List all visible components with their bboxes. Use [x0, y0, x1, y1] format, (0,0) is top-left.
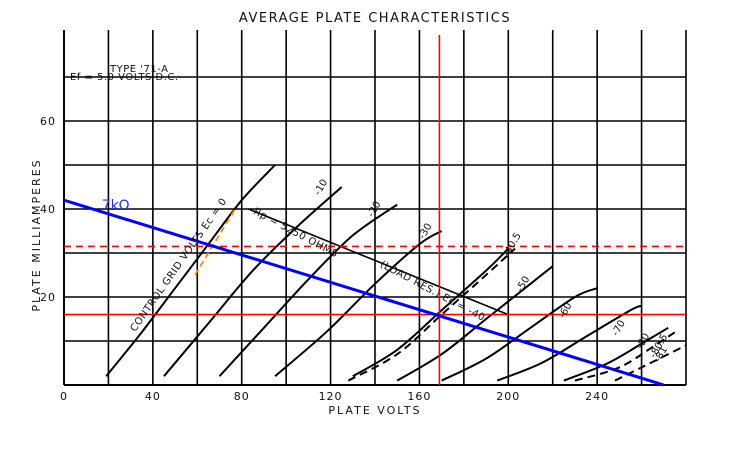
curve-value-label: -60	[557, 301, 575, 321]
chart-title: AVERAGE PLATE CHARACTERISTICS	[239, 11, 511, 26]
plate-curve-line	[396, 265, 554, 382]
x-tick-label: 120	[319, 390, 343, 403]
y-axis-label: PLATE MILLIAMPERES	[30, 158, 43, 311]
y-tick-label: 20	[40, 291, 56, 304]
grid-label-dashed-segment	[194, 208, 236, 276]
plate-curve-line	[347, 247, 516, 382]
x-tick-label: 0	[60, 390, 68, 403]
plate-curve-line	[274, 230, 443, 377]
plate-curve-line	[574, 331, 676, 382]
overlay-lines	[63, 35, 686, 387]
y-tick-label: 40	[40, 203, 56, 216]
plate-curve-line	[105, 164, 276, 377]
plate-curve-line	[352, 247, 509, 378]
y-tick-label: 60	[40, 115, 56, 128]
x-tick-label: 160	[407, 390, 431, 403]
rp-label: Rp = 5250 OHMS	[251, 206, 339, 260]
curve-value-label: -40.5	[501, 231, 523, 259]
x-tick-label: 240	[585, 390, 609, 403]
tube-type-label: TYPE '71-A	[109, 64, 168, 75]
plate-curve-line	[163, 186, 343, 377]
plate-curve-line	[563, 326, 669, 382]
tick-labels: 0 40 80 120 160 200 240 20 40 60	[40, 115, 609, 403]
plate-curve-line	[218, 203, 398, 377]
load-line-label: 7kΩ	[102, 198, 130, 214]
x-tick-label: 200	[496, 390, 520, 403]
x-tick-label: 80	[234, 390, 250, 403]
chart-labels: 7kΩ TYPE '71-AEf = 5.0 VOLTS D.C. CONTROL …	[66, 64, 670, 365]
plate-curve-line	[441, 287, 598, 382]
x-axis-label: PLATE VOLTS	[328, 404, 421, 417]
plate-curves	[105, 164, 687, 382]
load-line-7k	[63, 198, 665, 387]
control-grid-label: CONTROL GRID VOLTS Ec = 0	[129, 196, 230, 334]
plate-curve-line	[496, 304, 642, 382]
filament-label: Ef = 5.0 VOLTS D.C.	[70, 72, 179, 83]
curve-value-label: -50	[515, 274, 533, 294]
x-tick-label: 40	[145, 390, 161, 403]
curve-value-label: -10	[313, 178, 331, 198]
rp-line	[248, 208, 509, 316]
